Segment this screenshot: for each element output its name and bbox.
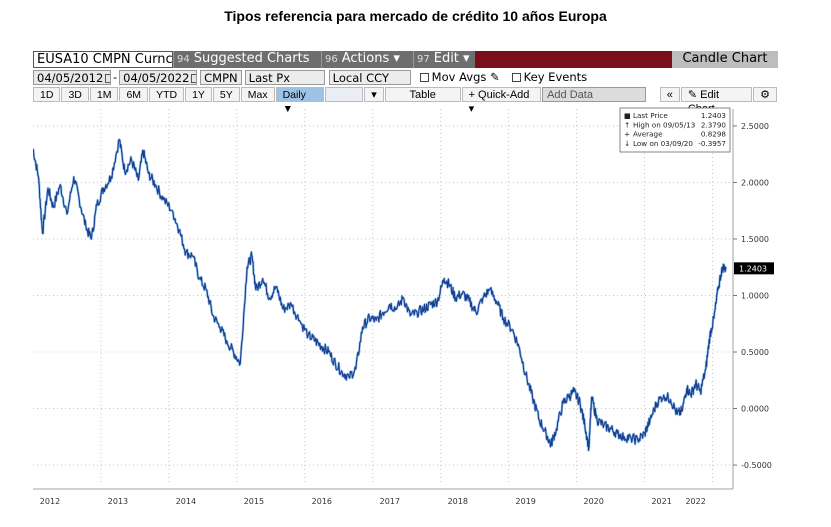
x-axis: 2012 2013 2014 2015 2016 2017 2018 2019 2020 2021… bbox=[33, 488, 733, 506]
legend-entry-value: 0.8298 bbox=[701, 130, 727, 139]
legend-marker-icon: ↓ bbox=[624, 139, 630, 148]
end-date-value: 04/05/2022 bbox=[123, 71, 190, 85]
mov-avgs-label: Mov Avgs bbox=[431, 70, 487, 84]
x-tick-label: 2019 bbox=[516, 497, 536, 506]
pencil-icon[interactable]: ✎ bbox=[490, 70, 500, 84]
calendar-icon[interactable] bbox=[105, 74, 110, 83]
legend-marker-icon: ↑ bbox=[624, 120, 630, 129]
top-toolbar: EUSA10 CMPN Curnc 94 Suggested Charts 96 A… bbox=[33, 51, 778, 68]
y-tick-label: 1.0000 bbox=[741, 292, 769, 301]
x-tick-label: 2012 bbox=[40, 497, 60, 506]
edit-shortcut: 97 bbox=[417, 54, 430, 65]
period-6m-button[interactable]: 6M bbox=[119, 87, 149, 102]
security-field[interactable]: EUSA10 CMPN Curnc bbox=[33, 51, 173, 68]
date-separator: - bbox=[113, 70, 118, 84]
x-tick-label: 2021 bbox=[651, 497, 671, 506]
last-value-label: 1.2403 bbox=[739, 264, 767, 273]
series-line[interactable] bbox=[33, 138, 727, 451]
chart-style-dropdown[interactable]: ▾ bbox=[364, 87, 384, 102]
add-data-input[interactable]: Add Data bbox=[542, 87, 646, 102]
actions-label: Actions ▾ bbox=[341, 51, 400, 66]
legend-marker-icon: + bbox=[624, 130, 630, 139]
y-tick-label: 2.0000 bbox=[741, 178, 769, 187]
page-title: Tipos referencia para mercado de crédito… bbox=[224, 8, 607, 24]
checkbox-icon[interactable] bbox=[511, 73, 521, 82]
start-date-field[interactable]: 04/05/2012 bbox=[33, 70, 111, 85]
x-tick-label: 2016 bbox=[312, 497, 332, 506]
period-row: 1D 3D 1M 6M YTD 1Y 5Y Max Daily ▼ ▾ Tabl… bbox=[33, 87, 778, 115]
field-selector[interactable]: Last Px bbox=[244, 70, 325, 85]
legend-box bbox=[619, 107, 731, 153]
edit-label: Edit ▾ bbox=[433, 51, 470, 66]
checkbox-icon[interactable] bbox=[419, 73, 429, 82]
x-tick-label: 2018 bbox=[448, 497, 468, 506]
period-3d-button[interactable]: 3D bbox=[61, 87, 89, 102]
legend-entry-label: High on 09/05/13 bbox=[633, 120, 695, 129]
legend-entry-label: Last Price bbox=[633, 111, 668, 120]
series-line-shadow bbox=[33, 138, 728, 452]
y-tick-label: -0.5000 bbox=[741, 461, 772, 470]
quick-add-button[interactable]: + Quick-Add ▾ bbox=[461, 87, 542, 115]
y-tick-label: 0.5000 bbox=[741, 348, 769, 357]
y-tick-label: 2.5000 bbox=[741, 122, 769, 131]
last-value-tag bbox=[734, 262, 774, 275]
mov-avgs-checkbox[interactable]: Mov Avgs ✎ bbox=[411, 70, 503, 85]
edit-chart-button[interactable]: ✎ Edit Chart bbox=[680, 87, 753, 115]
period-5y-button[interactable]: 5Y bbox=[212, 87, 240, 102]
settings-row: 04/05/2012 - 04/05/2022 CMPN Last Px Loc… bbox=[33, 70, 778, 87]
y-tick-label: 0.0000 bbox=[741, 405, 769, 414]
series-group bbox=[33, 138, 728, 452]
legend-entry-value: -0.3957 bbox=[698, 139, 726, 148]
y-tick-label: 1.5000 bbox=[741, 235, 769, 244]
key-events-label: Key Events bbox=[523, 70, 588, 84]
legend-marker-icon: ■ bbox=[624, 111, 631, 120]
chart-style-selector[interactable] bbox=[324, 87, 364, 102]
toolbar-spacer bbox=[475, 51, 672, 68]
legend-entry-value: 2.3790 bbox=[701, 120, 727, 129]
collapse-icon[interactable]: « bbox=[659, 87, 680, 102]
legend-entry-label: Average bbox=[633, 130, 663, 139]
chart-type-selector[interactable]: Candle Chart bbox=[672, 51, 778, 68]
legend-entry-value: 1.2403 bbox=[701, 111, 726, 120]
gear-icon[interactable]: ⚙ bbox=[753, 87, 777, 102]
frequency-selector[interactable]: Daily ▼ bbox=[275, 87, 324, 115]
x-tick-label: 2015 bbox=[244, 497, 264, 506]
x-tick-label: 2020 bbox=[583, 497, 603, 506]
x-tick-label: 2022 bbox=[685, 497, 705, 506]
calendar-icon[interactable] bbox=[191, 74, 197, 83]
suggested-charts-button[interactable]: 94 Suggested Charts bbox=[173, 51, 321, 68]
grid bbox=[33, 109, 733, 482]
currency-selector[interactable]: Local CCY bbox=[328, 70, 411, 85]
period-1m-button[interactable]: 1M bbox=[89, 87, 119, 102]
x-tick-label: 2014 bbox=[176, 497, 196, 506]
start-date-value: 04/05/2012 bbox=[37, 71, 104, 85]
period-1d-button[interactable]: 1D bbox=[33, 87, 61, 102]
period-1y-button[interactable]: 1Y bbox=[185, 87, 212, 102]
suggested-charts-label: Suggested Charts bbox=[193, 51, 310, 66]
table-button[interactable]: Table bbox=[384, 87, 461, 102]
bloomberg-chart-window: EUSA10 CMPN Curnc 94 Suggested Charts 96 A… bbox=[33, 51, 778, 511]
actions-shortcut: 96 bbox=[325, 54, 338, 65]
period-max-button[interactable]: Max bbox=[240, 87, 275, 102]
y-axis: -0.5000 0.0000 0.5000 1.0000 1.5000 2.0000 2.5… bbox=[732, 109, 774, 489]
end-date-field[interactable]: 04/05/2022 bbox=[119, 70, 198, 85]
x-tick-label: 2013 bbox=[108, 497, 128, 506]
x-tick-label: 2017 bbox=[380, 497, 400, 506]
suggested-charts-shortcut: 94 bbox=[177, 54, 190, 65]
legend: ■ Last Price 1.2403 ↑ High on 09/05/13 2.3790… bbox=[619, 107, 731, 153]
legend-entry-label: Low on 03/09/20 bbox=[633, 139, 693, 148]
period-ytd-button[interactable]: YTD bbox=[149, 87, 185, 102]
actions-menu-button[interactable]: 96 Actions ▾ bbox=[321, 51, 413, 68]
edit-menu-button[interactable]: 97 Edit ▾ bbox=[413, 51, 475, 68]
pricing-source-field[interactable]: CMPN bbox=[200, 70, 242, 85]
key-events-checkbox[interactable]: Key Events bbox=[503, 70, 590, 85]
line-chart[interactable]: -0.5000 0.0000 0.5000 1.0000 1.5000 2.0000 2.5… bbox=[33, 105, 778, 511]
